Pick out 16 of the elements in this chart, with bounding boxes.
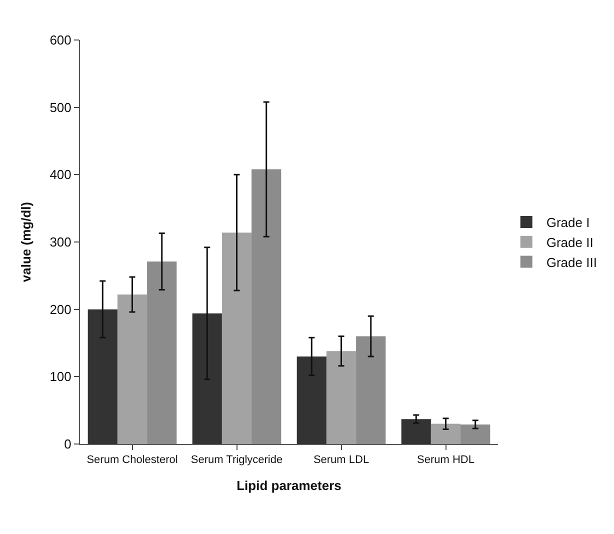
- legend-label: Grade III: [546, 254, 597, 270]
- legend-label: Grade II: [546, 234, 594, 250]
- y-tick-label: 100: [50, 369, 72, 384]
- y-tick-label: 500: [50, 100, 72, 115]
- x-tick-label: Serum LDL: [313, 454, 370, 466]
- y-axis-title: value (mg/dl): [18, 202, 34, 282]
- y-tick-label: 200: [50, 302, 72, 317]
- x-axis-title: Lipid parameters: [236, 478, 342, 493]
- y-tick-label: 600: [50, 32, 72, 48]
- y-tick-label: 400: [50, 167, 72, 182]
- x-tick-label: Serum Triglyceride: [190, 454, 283, 466]
- legend-label: Grade I: [546, 215, 590, 230]
- y-tick-label: 0: [64, 436, 72, 452]
- x-tick-label: Serum HDL: [417, 454, 474, 466]
- x-tick-label: Serum Cholesterol: [86, 454, 178, 466]
- y-tick-label: 300: [50, 234, 72, 250]
